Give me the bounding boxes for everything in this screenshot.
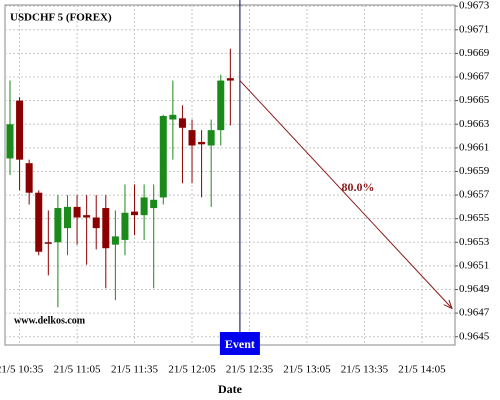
projection-arrow (239, 80, 453, 309)
y-tick-label: 0.9659 (459, 165, 490, 177)
arrow-head (443, 299, 453, 310)
candle-body (169, 114, 177, 120)
y-tick-label: 0.9669 (459, 47, 490, 59)
x-tick-label: 21/5 10:35 (0, 364, 44, 376)
candle-body (16, 100, 24, 160)
x-tick-label: 21/5 11:35 (111, 364, 158, 376)
x-tick-label: 21/5 13:05 (283, 364, 331, 376)
x-tick-label: 21/5 11:05 (54, 364, 101, 376)
x-axis-label: Date (218, 382, 243, 396)
projection-label: 80.0% (342, 180, 375, 194)
candle-body (83, 215, 91, 218)
candle-body (217, 80, 225, 131)
candle-body (131, 211, 139, 216)
candle-body (226, 78, 234, 81)
y-tick-label: 0.9649 (459, 283, 490, 295)
y-tick-label: 0.9671 (459, 23, 489, 35)
y-tick-label: 0.9653 (459, 236, 490, 248)
chart-title: USDCHF 5 (FOREX) (10, 12, 112, 24)
marks (6, 48, 234, 308)
candle-body (188, 130, 196, 146)
y-tick-label: 0.9655 (459, 212, 490, 224)
event-label: Event (225, 337, 255, 351)
y-tick-label: 0.9657 (459, 189, 490, 201)
candle-body (207, 130, 215, 146)
candle-body (178, 118, 186, 128)
x-tick-label: 21/5 13:35 (341, 364, 389, 376)
y-tick-label: 0.9651 (459, 259, 489, 271)
candle-body (54, 208, 62, 243)
candle-body (150, 199, 158, 209)
x-tick-label: 21/5 12:05 (168, 364, 216, 376)
candle-body (111, 236, 119, 245)
x-tick-label: 21/5 12:35 (226, 364, 274, 376)
event-box (219, 332, 260, 355)
y-tick-label: 0.9673 (459, 0, 490, 12)
y-tick-label: 0.9647 (459, 307, 490, 319)
candle-body (35, 192, 43, 252)
candle-body (92, 217, 100, 229)
y-tick-label: 0.9663 (459, 118, 490, 130)
candle-body (25, 163, 33, 193)
y-tick-label: 0.9661 (459, 141, 489, 153)
candle-body (198, 141, 206, 145)
candle-body (73, 206, 81, 218)
candle-body (159, 115, 167, 198)
candle-body (63, 206, 71, 229)
candle-body (140, 197, 148, 216)
candle-body (121, 212, 129, 240)
watermark: www.delkos.com (14, 315, 86, 326)
x-tick-label: 21/5 14:05 (398, 364, 446, 376)
y-tick-label: 0.9667 (459, 71, 490, 83)
candle-body (44, 242, 52, 244)
candle-body (6, 124, 14, 159)
y-tick-label: 0.9665 (459, 94, 490, 106)
y-tick-label: 0.9645 (459, 330, 490, 342)
candle-body (102, 208, 110, 249)
